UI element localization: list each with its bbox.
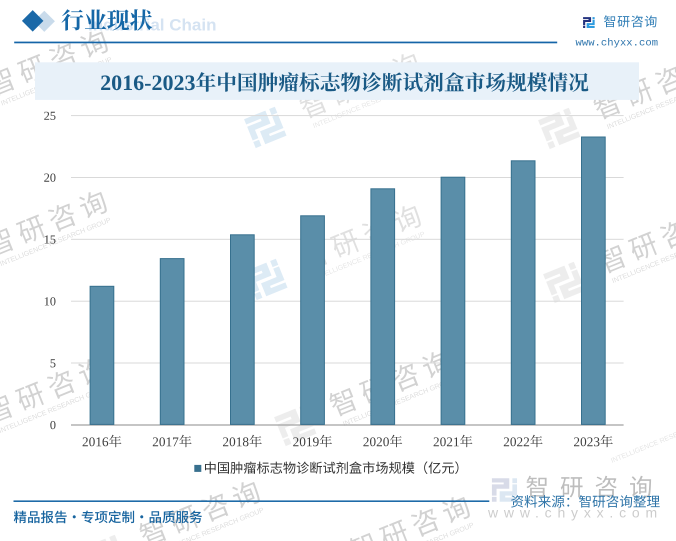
svg-text:Industrial Chain: Industrial Chain: [88, 16, 216, 35]
svg-text:www.chyxx.com: www.chyxx.com: [576, 37, 659, 49]
svg-text:INTELLIGENCE RESEARCH GROUP: INTELLIGENCE RESEARCH GROUP: [610, 414, 676, 465]
svg-text:INTELLIGENCE RESEARCH GROUP: INTELLIGENCE RESEARCH GROUP: [362, 522, 475, 541]
svg-text:INTELLIGENCE RESEARCH GROUP: INTELLIGENCE RESEARCH GROUP: [313, 231, 426, 282]
svg-text:www.chyxx.com: www.chyxx.com: [487, 505, 663, 521]
svg-text:INTELLIGENCE RESEARCH GROUP: INTELLIGENCE RESEARCH GROUP: [342, 377, 455, 428]
